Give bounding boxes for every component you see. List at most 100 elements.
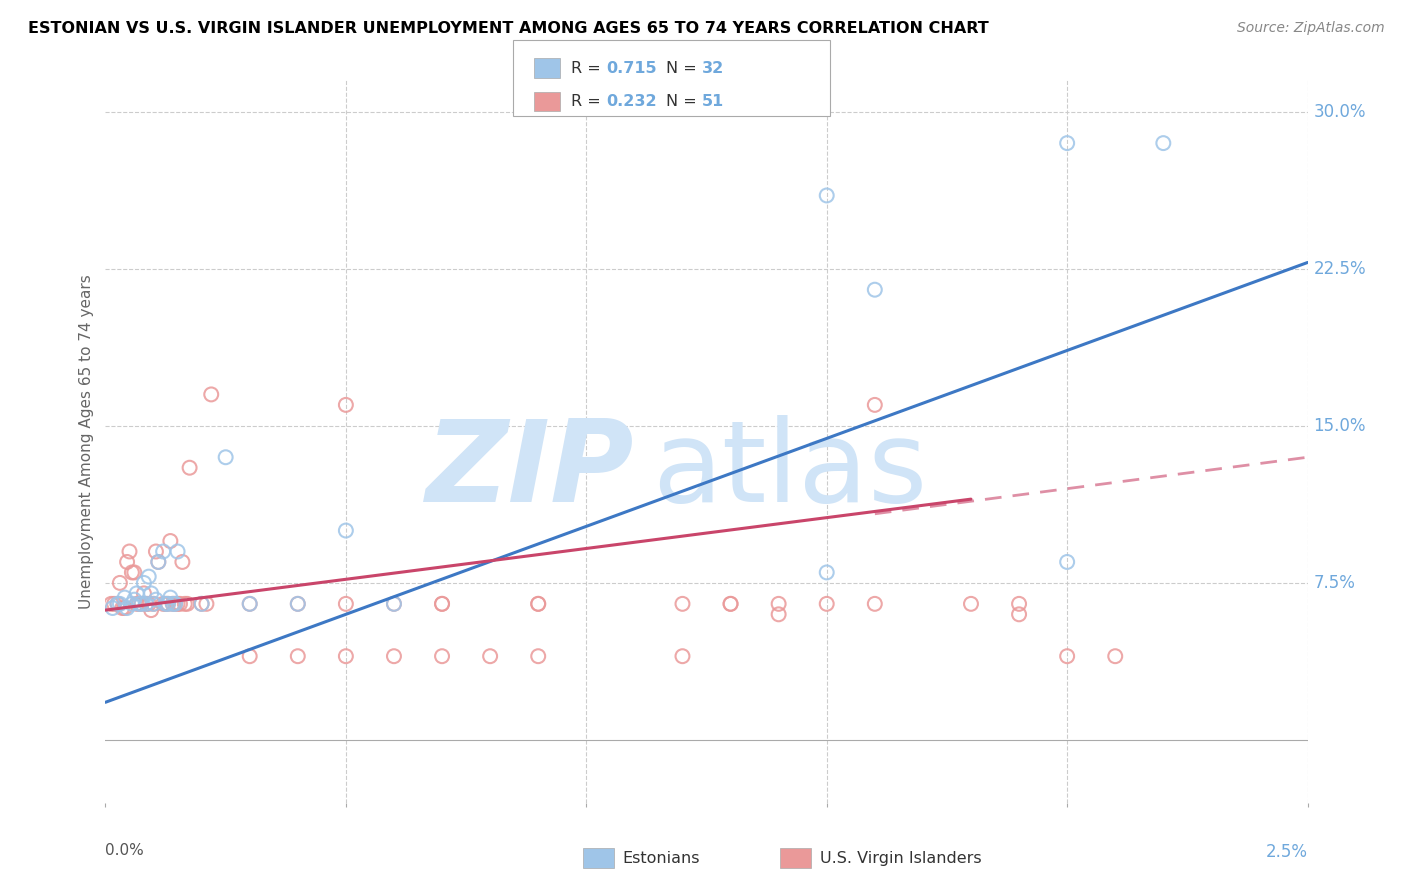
Text: 0.0%: 0.0% (105, 843, 145, 857)
Point (169, 597, 191, 611)
Point (671, 649, 693, 664)
Y-axis label: Unemployment Among Ages 65 to 74 years: Unemployment Among Ages 65 to 74 years (79, 274, 94, 609)
Point (768, 607, 790, 622)
Text: 22.5%: 22.5% (1313, 260, 1367, 277)
Point (128, 597, 150, 611)
Point (118, 544, 141, 558)
Point (671, 597, 693, 611)
Point (148, 555, 170, 569)
Text: R =: R = (571, 61, 606, 76)
Text: Estonians: Estonians (623, 851, 700, 865)
Point (287, 597, 309, 611)
Text: 0.715: 0.715 (606, 61, 657, 76)
Point (1056, 649, 1078, 664)
Text: 0.232: 0.232 (606, 94, 657, 109)
Point (100, 597, 122, 611)
Text: 32: 32 (702, 61, 724, 76)
Point (131, 597, 153, 611)
Point (139, 586, 162, 600)
Point (1056, 555, 1078, 569)
Point (173, 597, 195, 611)
Point (1008, 607, 1031, 622)
Point (108, 597, 131, 611)
Text: atlas: atlas (652, 415, 928, 526)
Point (200, 387, 222, 401)
Point (114, 601, 136, 615)
Point (115, 555, 138, 569)
Point (159, 591, 181, 605)
Point (107, 597, 129, 611)
Point (148, 555, 170, 569)
Point (190, 597, 212, 611)
Point (239, 597, 262, 611)
Point (190, 597, 212, 611)
Point (162, 597, 184, 611)
Point (527, 649, 550, 664)
Point (287, 649, 309, 664)
Point (115, 601, 138, 615)
Point (166, 544, 188, 558)
Point (214, 450, 236, 465)
Point (111, 601, 134, 615)
Text: 2.5%: 2.5% (1265, 843, 1308, 861)
Point (124, 592, 146, 607)
Point (103, 597, 125, 611)
Point (430, 597, 453, 611)
Point (165, 597, 187, 611)
Point (430, 597, 453, 611)
Point (152, 544, 174, 558)
Text: 30.0%: 30.0% (1313, 103, 1367, 120)
Point (162, 597, 184, 611)
Point (138, 569, 160, 583)
Point (239, 597, 262, 611)
Point (101, 601, 124, 615)
Point (135, 597, 157, 611)
Point (156, 597, 179, 611)
Point (155, 597, 177, 611)
Point (159, 534, 181, 549)
Text: 7.5%: 7.5% (1313, 574, 1355, 592)
Point (430, 649, 453, 664)
Point (165, 597, 187, 611)
Point (287, 597, 309, 611)
Text: U.S. Virgin Islanders: U.S. Virgin Islanders (820, 851, 981, 865)
Point (166, 597, 188, 611)
Point (335, 524, 357, 538)
Text: R =: R = (571, 94, 606, 109)
Point (527, 597, 550, 611)
Point (195, 597, 218, 611)
Point (145, 592, 167, 607)
Point (152, 597, 174, 611)
Point (131, 597, 153, 611)
Point (124, 566, 146, 580)
Point (121, 597, 143, 611)
Point (960, 597, 983, 611)
Point (863, 398, 886, 412)
Text: 51: 51 (702, 94, 724, 109)
Point (132, 575, 155, 590)
Point (1152, 136, 1174, 150)
Point (863, 597, 886, 611)
Point (335, 398, 357, 412)
Point (135, 597, 157, 611)
Point (335, 649, 357, 664)
Point (768, 597, 790, 611)
Point (132, 586, 155, 600)
Point (114, 591, 136, 605)
Point (172, 555, 194, 569)
Point (335, 597, 357, 611)
Point (128, 597, 150, 611)
Text: 15.0%: 15.0% (1313, 417, 1367, 434)
Point (145, 544, 167, 558)
Text: N =: N = (666, 94, 703, 109)
Point (815, 188, 838, 202)
Point (125, 597, 148, 611)
Point (125, 586, 148, 600)
Point (239, 649, 262, 664)
Point (139, 603, 162, 617)
Point (142, 597, 165, 611)
Point (1008, 597, 1031, 611)
Point (527, 597, 550, 611)
Point (107, 597, 129, 611)
Point (176, 597, 198, 611)
